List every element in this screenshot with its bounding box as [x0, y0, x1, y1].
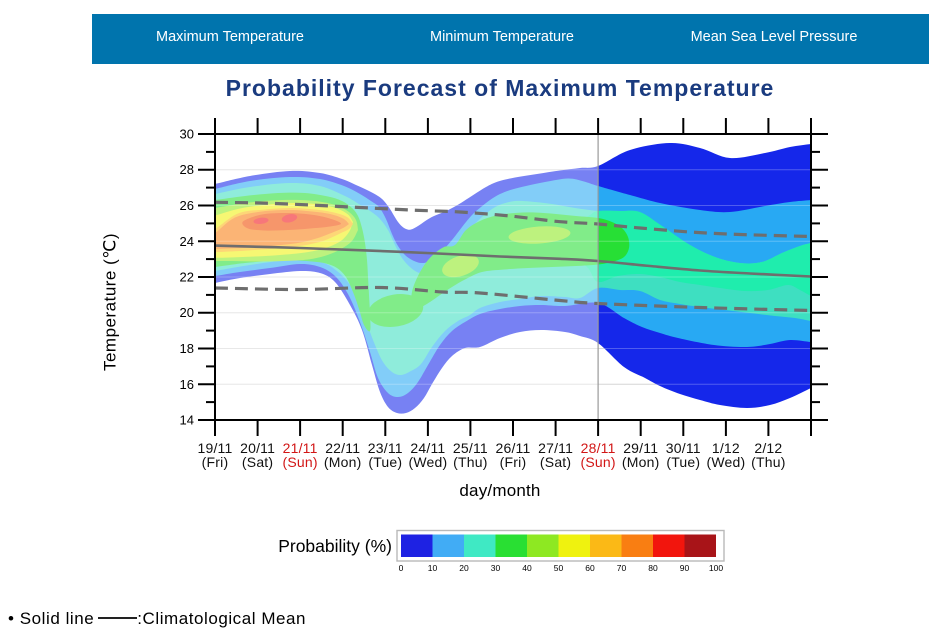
svg-text:25/11: 25/11 [453, 440, 488, 456]
svg-text:80: 80 [648, 563, 658, 573]
svg-text:20: 20 [459, 563, 469, 573]
svg-text:90: 90 [680, 563, 690, 573]
svg-text:18: 18 [180, 341, 194, 356]
svg-text:22: 22 [180, 270, 194, 285]
svg-text:30/11: 30/11 [666, 440, 701, 456]
svg-text:(Fri): (Fri) [500, 454, 527, 470]
svg-text:19/11: 19/11 [198, 440, 233, 456]
svg-text:27/11: 27/11 [538, 440, 573, 456]
svg-text:20/11: 20/11 [240, 440, 275, 456]
svg-text:23/11: 23/11 [368, 440, 403, 456]
svg-text:(Sat): (Sat) [540, 454, 571, 470]
svg-text:(Thu): (Thu) [751, 454, 785, 470]
svg-text:(Tue): (Tue) [666, 454, 700, 470]
svg-text:14: 14 [180, 413, 194, 428]
svg-text:Temperature (℃): Temperature (℃) [101, 233, 120, 371]
svg-text:(Sun): (Sun) [282, 454, 317, 470]
svg-text:20: 20 [180, 305, 194, 320]
svg-text:(Wed): (Wed) [706, 454, 745, 470]
svg-text:2/12: 2/12 [754, 440, 782, 456]
svg-text:40: 40 [522, 563, 532, 573]
svg-text:10: 10 [428, 563, 438, 573]
svg-text:(Sun): (Sun) [580, 454, 615, 470]
svg-text:60: 60 [585, 563, 595, 573]
svg-text:70: 70 [617, 563, 627, 573]
svg-text:24: 24 [180, 234, 194, 249]
svg-text:29/11: 29/11 [623, 440, 658, 456]
svg-text:(Fri): (Fri) [202, 454, 229, 470]
svg-text:22/11: 22/11 [325, 440, 360, 456]
svg-text:26/11: 26/11 [496, 440, 531, 456]
svg-text:0: 0 [399, 563, 404, 573]
svg-text:16: 16 [180, 377, 194, 392]
svg-text:100: 100 [709, 563, 723, 573]
svg-text:1/12: 1/12 [712, 440, 740, 456]
svg-text:(Wed): (Wed) [408, 454, 447, 470]
svg-text:(Thu): (Thu) [453, 454, 487, 470]
svg-text:24/11: 24/11 [410, 440, 445, 456]
svg-text:28: 28 [180, 162, 194, 177]
svg-text:26: 26 [180, 198, 194, 213]
svg-text:(Mon): (Mon) [324, 454, 362, 470]
svg-text:30: 30 [180, 127, 194, 142]
svg-text:(Tue): (Tue) [368, 454, 402, 470]
svg-text:50: 50 [554, 563, 564, 573]
svg-text:30: 30 [491, 563, 501, 573]
svg-text:21/11: 21/11 [283, 440, 318, 456]
svg-text:(Mon): (Mon) [622, 454, 660, 470]
svg-text:Probability (%): Probability (%) [278, 536, 392, 556]
svg-text:(Sat): (Sat) [242, 454, 273, 470]
svg-text:28/11: 28/11 [581, 440, 616, 456]
svg-text:day/month: day/month [459, 481, 540, 500]
